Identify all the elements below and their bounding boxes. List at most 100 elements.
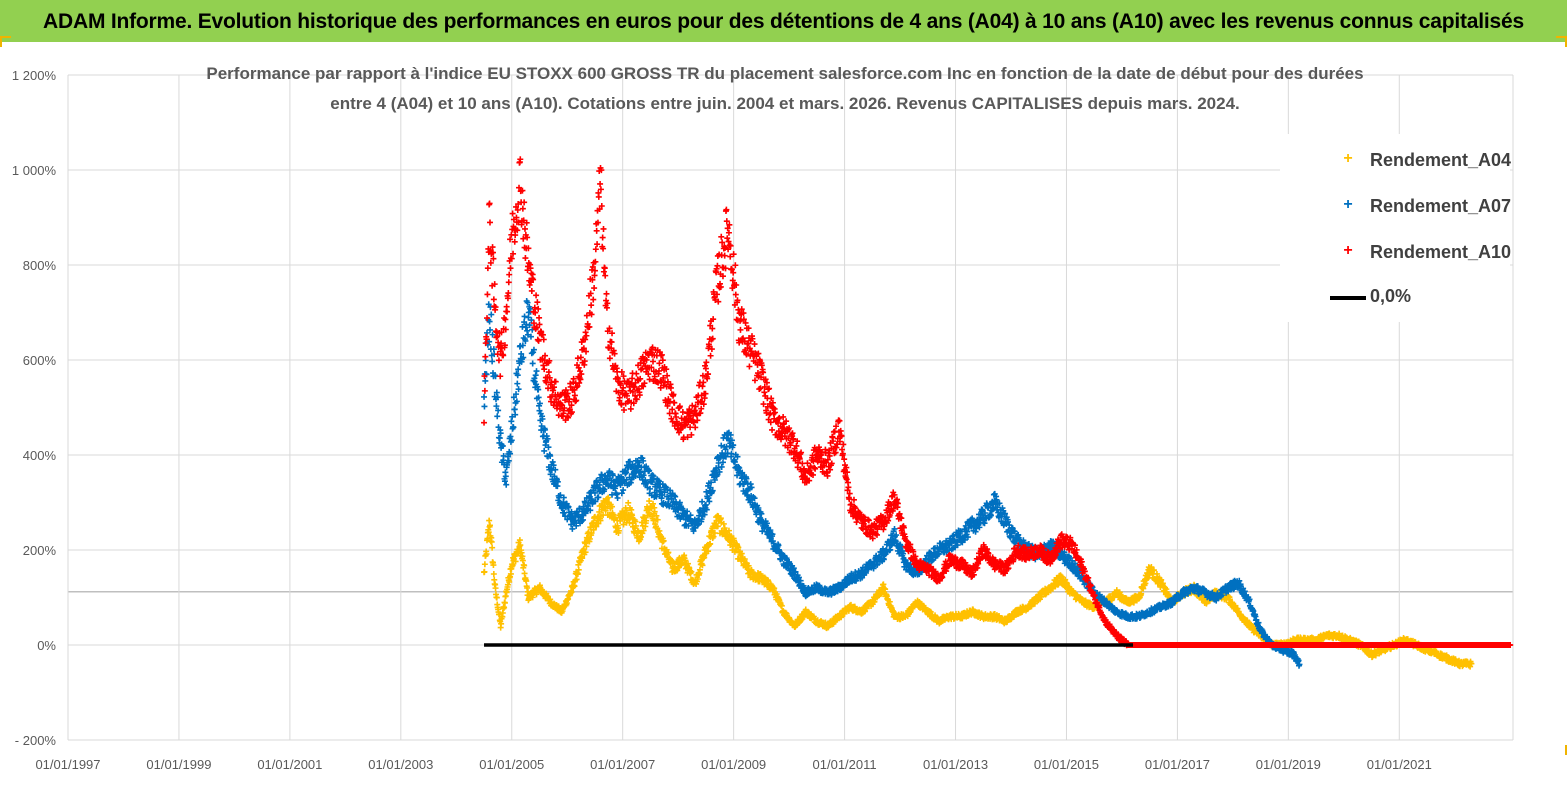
data-point bbox=[573, 576, 580, 583]
data-point bbox=[533, 368, 540, 375]
data-point bbox=[571, 392, 578, 399]
data-point bbox=[536, 314, 543, 321]
data-point bbox=[591, 285, 598, 292]
y-tick-label: 200% bbox=[23, 543, 57, 558]
data-point bbox=[651, 508, 658, 515]
data-point bbox=[517, 542, 524, 549]
data-point bbox=[484, 329, 491, 336]
data-point bbox=[491, 303, 498, 310]
corner-mark-top-right bbox=[1556, 36, 1567, 47]
data-point bbox=[592, 246, 599, 253]
data-point bbox=[679, 409, 686, 416]
data-point bbox=[481, 393, 488, 400]
x-tick-label: 01/01/1997 bbox=[35, 757, 100, 772]
data-point bbox=[521, 313, 528, 320]
data-point bbox=[521, 570, 528, 577]
data-point bbox=[528, 270, 535, 277]
data-point bbox=[770, 410, 777, 417]
data-point bbox=[718, 233, 725, 240]
data-point bbox=[533, 292, 540, 299]
y-tick-label: 0% bbox=[37, 638, 56, 653]
x-tick-label: 01/01/2017 bbox=[1145, 757, 1210, 772]
data-point bbox=[521, 225, 528, 232]
data-point bbox=[609, 503, 616, 510]
data-point bbox=[597, 180, 604, 187]
data-point bbox=[649, 500, 656, 507]
data-point bbox=[654, 516, 661, 523]
data-point bbox=[665, 549, 672, 556]
data-point bbox=[696, 566, 703, 573]
data-point bbox=[756, 386, 763, 393]
data-point bbox=[590, 296, 597, 303]
data-point bbox=[699, 498, 706, 505]
data-point bbox=[507, 570, 514, 577]
data-point bbox=[504, 308, 511, 315]
data-point bbox=[552, 378, 559, 385]
data-point bbox=[583, 543, 590, 550]
data-point bbox=[684, 560, 691, 567]
data-point bbox=[603, 290, 610, 297]
y-tick-label: 1 200% bbox=[12, 68, 57, 83]
data-point bbox=[536, 407, 543, 414]
data-point bbox=[682, 557, 689, 564]
data-point bbox=[590, 526, 597, 533]
data-point bbox=[490, 296, 497, 303]
data-point bbox=[625, 499, 632, 506]
data-point bbox=[509, 562, 516, 569]
data-point bbox=[582, 549, 589, 556]
data-point bbox=[577, 368, 584, 375]
data-point bbox=[617, 517, 624, 524]
data-point bbox=[599, 234, 606, 241]
x-tick-label: 01/01/2021 bbox=[1367, 757, 1432, 772]
data-point bbox=[575, 566, 582, 573]
data-point bbox=[725, 229, 732, 236]
data-point bbox=[481, 419, 488, 426]
data-point bbox=[615, 527, 622, 534]
data-point bbox=[588, 302, 595, 309]
corner-mark-bottom-right bbox=[1565, 745, 1567, 755]
data-point bbox=[492, 585, 499, 592]
data-point bbox=[488, 538, 495, 545]
x-tick-label: 01/01/2015 bbox=[1034, 757, 1099, 772]
data-point bbox=[602, 507, 609, 514]
data-point bbox=[710, 533, 717, 540]
data-point bbox=[674, 567, 681, 574]
data-point bbox=[594, 241, 601, 248]
data-point bbox=[618, 490, 625, 497]
data-point bbox=[508, 418, 515, 425]
data-point bbox=[524, 584, 531, 591]
data-point bbox=[746, 363, 753, 370]
data-point bbox=[493, 594, 500, 601]
data-point bbox=[501, 604, 508, 611]
data-point bbox=[688, 568, 695, 575]
data-point bbox=[487, 219, 494, 226]
data-point bbox=[497, 373, 504, 380]
data-point bbox=[701, 554, 708, 561]
data-point bbox=[705, 548, 712, 555]
data-point bbox=[595, 193, 602, 200]
data-point bbox=[660, 537, 667, 544]
data-point bbox=[627, 405, 634, 412]
data-point bbox=[629, 512, 636, 519]
data-point bbox=[751, 341, 758, 348]
y-tick-label: 400% bbox=[23, 448, 57, 463]
data-point bbox=[638, 366, 645, 373]
data-point bbox=[720, 520, 727, 527]
data-point bbox=[632, 522, 639, 529]
chart-area: 1 200% 1 000% 800% 600% 400% 200% 0% - 200% 01/0… bbox=[0, 42, 1567, 790]
data-point bbox=[490, 571, 497, 578]
data-point bbox=[574, 570, 581, 577]
data-point bbox=[507, 265, 514, 272]
data-point bbox=[602, 272, 609, 279]
data-point bbox=[882, 586, 889, 593]
data-point bbox=[721, 252, 728, 259]
data-point bbox=[496, 435, 503, 442]
data-point bbox=[735, 544, 742, 551]
data-point bbox=[719, 459, 726, 466]
x-tick-label: 01/01/2003 bbox=[368, 757, 433, 772]
data-point bbox=[737, 326, 744, 333]
x-tick-label: 01/01/2011 bbox=[813, 757, 877, 772]
data-point bbox=[707, 540, 714, 547]
data-point bbox=[528, 287, 535, 294]
data-point bbox=[541, 447, 548, 454]
